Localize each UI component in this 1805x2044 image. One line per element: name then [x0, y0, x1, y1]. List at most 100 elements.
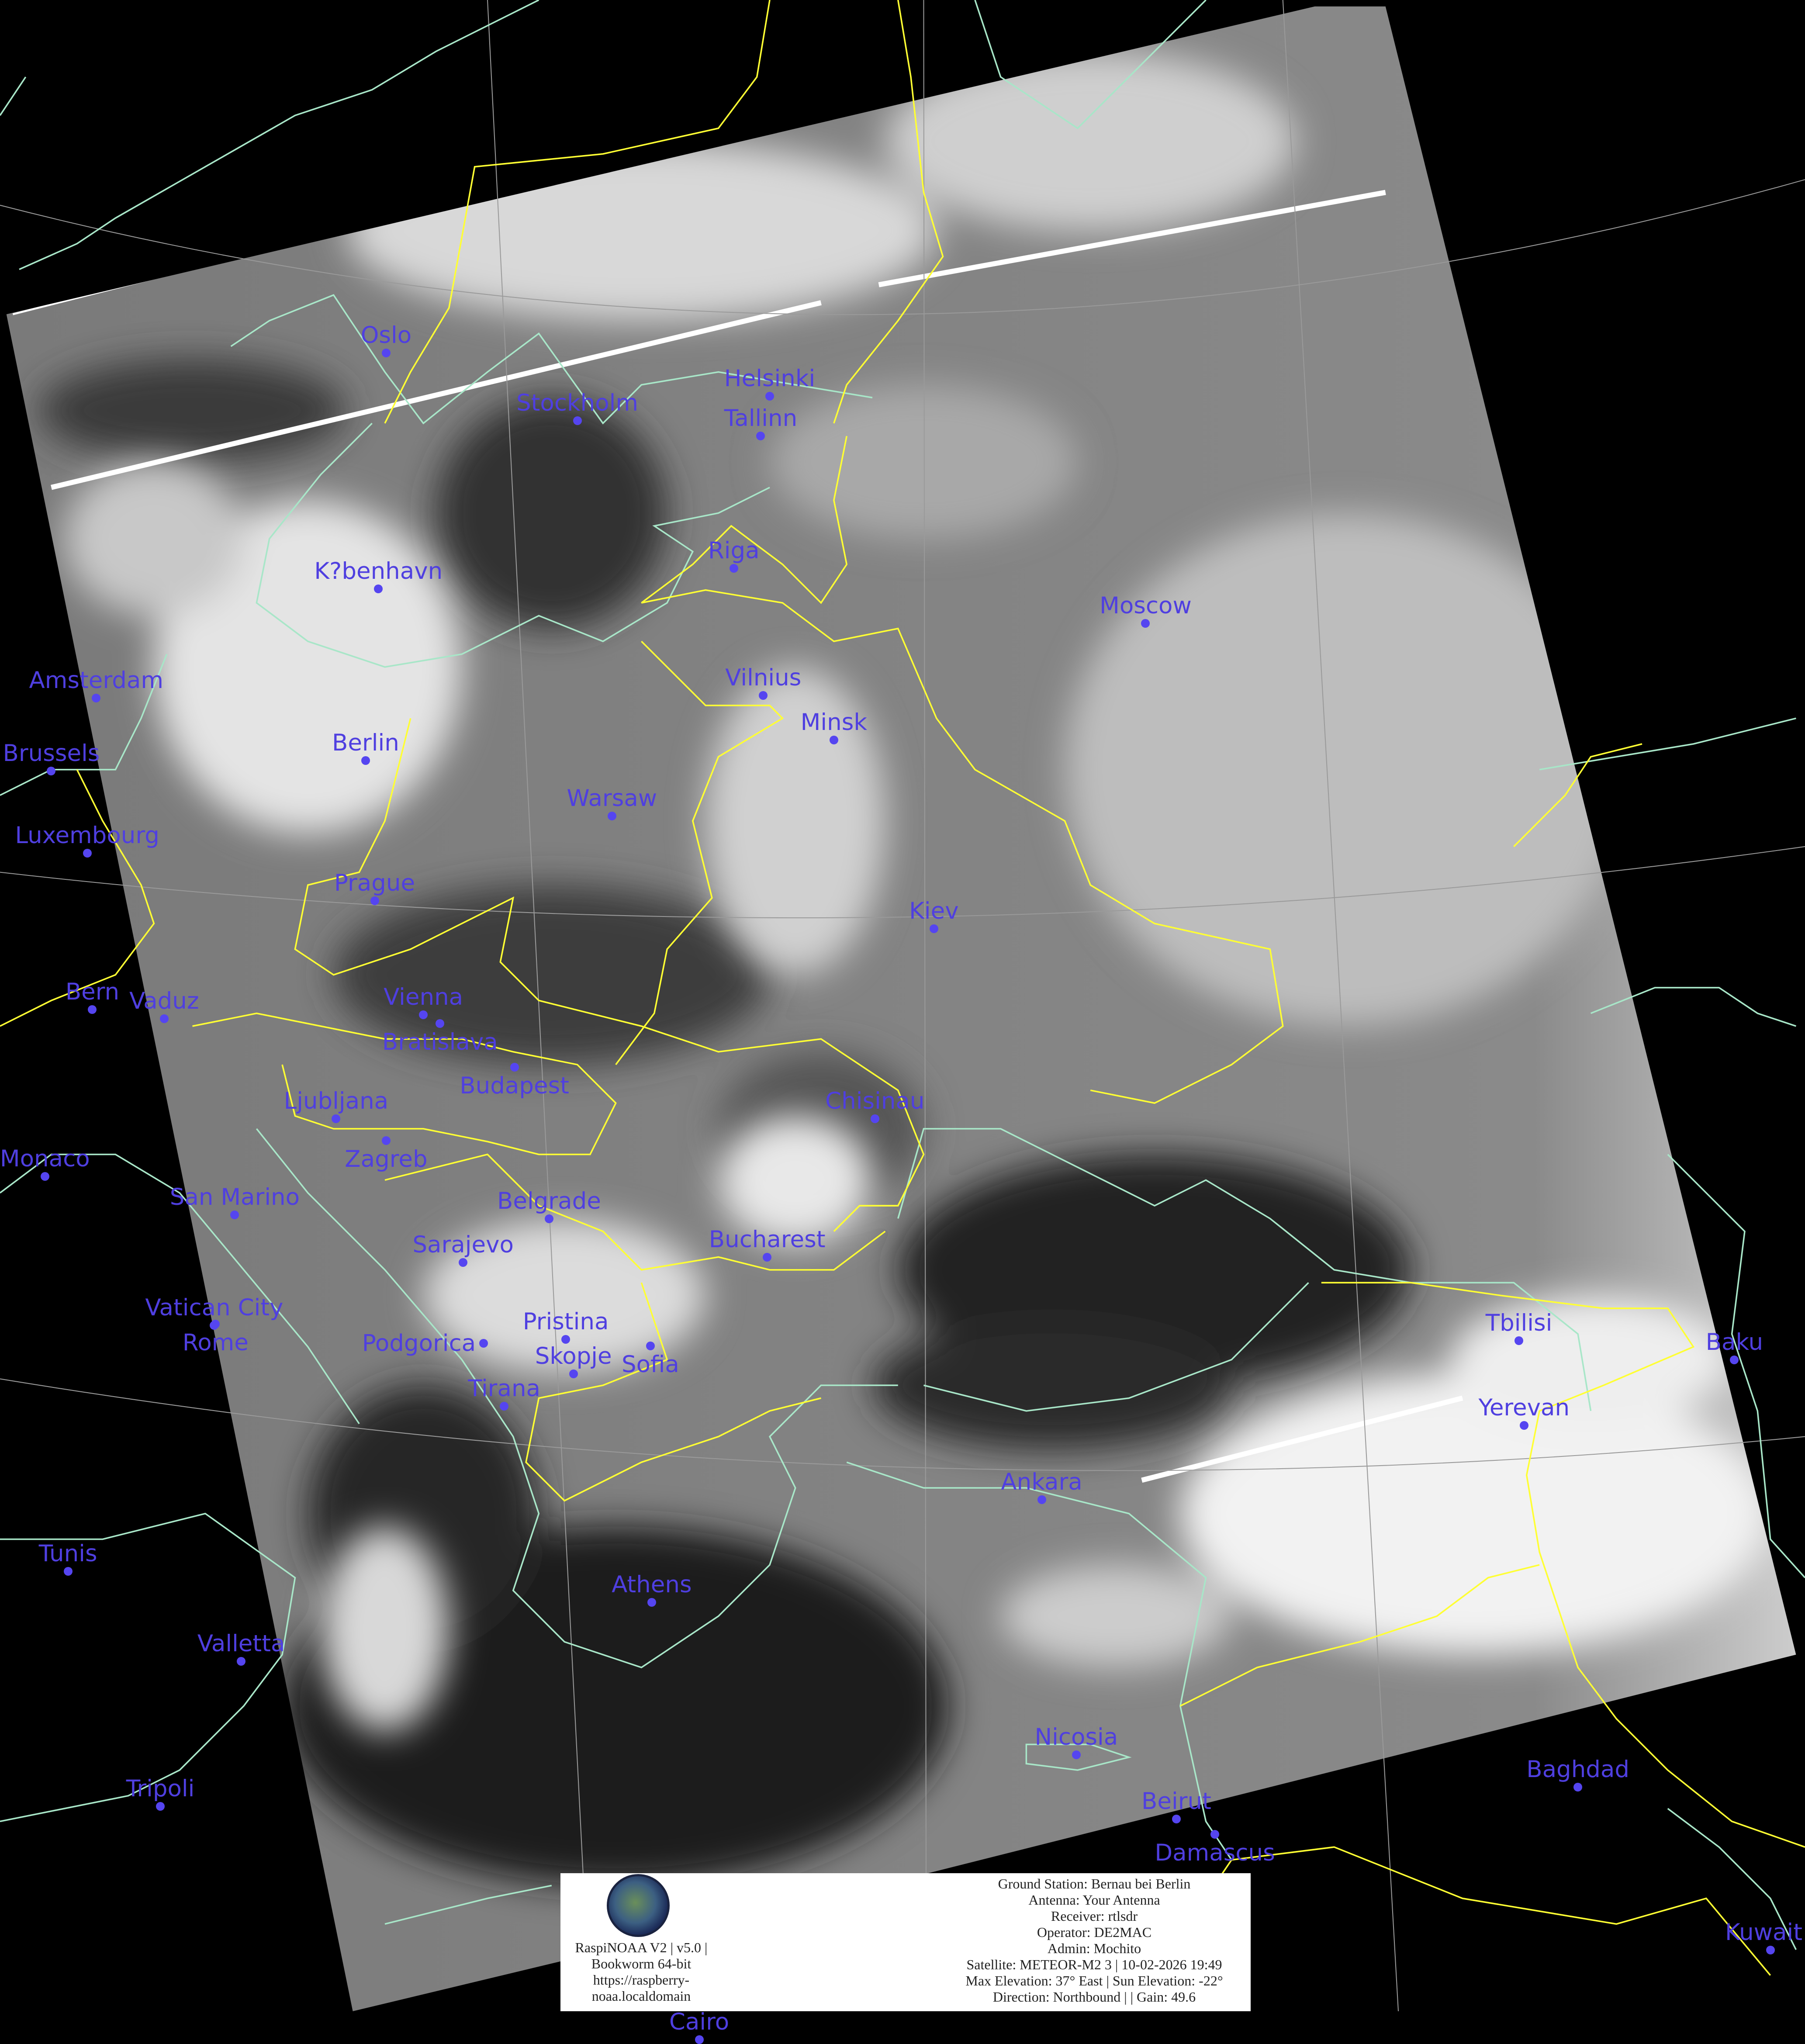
url-line-2: noaa.localdomain [591, 1988, 691, 2004]
city-label-vatican-city: Vatican City [145, 1294, 284, 1321]
city-dot-nicosia [1072, 1750, 1081, 1760]
city-dot-stockholm [573, 416, 582, 425]
city-label-skopje: Skopje [535, 1343, 612, 1370]
city-label-pristina: Pristina [522, 1308, 609, 1335]
city-label-riga: Riga [708, 537, 760, 564]
city-label-bucharest: Bucharest [709, 1226, 826, 1253]
receiver: Receiver: rtlsdr [1051, 1908, 1138, 1924]
city-label-nicosia: Nicosia [1034, 1724, 1118, 1751]
software-info: RaspiNOAA V2 | v5.0 | Bookworm 64-bit ht… [560, 1940, 722, 2004]
city-dot-warsaw [607, 811, 616, 820]
city-dot-beirut [1172, 1815, 1181, 1824]
city-dot-tirana [500, 1401, 509, 1411]
software-version: RaspiNOAA V2 | v5.0 | [575, 1940, 708, 1955]
city-label-oslo: Oslo [360, 322, 412, 349]
city-label-bratislava: Bratislava [382, 1029, 498, 1056]
city-label-k-benhavn: K?benhavn [314, 557, 443, 584]
city-label-monaco: Monaco [0, 1145, 90, 1172]
city-label-belgrade: Belgrade [497, 1187, 601, 1214]
city-label-minsk: Minsk [800, 709, 868, 736]
city-dot-tunis [63, 1567, 73, 1576]
city-dot-oslo [381, 348, 391, 357]
clouds [64, 51, 1770, 1732]
city-label-tunis: Tunis [38, 1540, 97, 1567]
city-dot-vaduz [159, 1014, 169, 1023]
satellite-time: Satellite: METEOR-M2 3 | 10-02-2026 19:4… [966, 1957, 1222, 1972]
city-label-san-marino: San Marino [169, 1184, 300, 1211]
city-dot-damascus [1210, 1830, 1220, 1839]
city-dot-moscow [1141, 619, 1150, 628]
pass-info: Ground Station: Bernau bei Berlin Antenn… [922, 1876, 1267, 2005]
signal-dropout-lines [12, 190, 1463, 1483]
city-dot-minsk [829, 736, 838, 745]
city-label-kuwait: Kuwait [1725, 1919, 1802, 1946]
city-dot-bucharest [763, 1252, 772, 1262]
city-dot-amsterdam [92, 693, 101, 702]
ground-station: Ground Station: Bernau bei Berlin [998, 1876, 1191, 1892]
city-dot-cairo [695, 2035, 704, 2044]
city-dot-kuwait [1766, 1945, 1775, 1954]
city-label-tbilisi: Tbilisi [1485, 1309, 1553, 1336]
city-dot-tripoli [156, 1802, 165, 1811]
city-label-tripoli: Tripoli [126, 1775, 195, 1802]
city-dot-podgorica [479, 1338, 488, 1348]
city-label-luxembourg: Luxembourg [15, 822, 159, 849]
city-label-vilnius: Vilnius [725, 664, 802, 691]
city-label-beirut: Beirut [1141, 1788, 1211, 1815]
city-label-yerevan: Yerevan [1478, 1394, 1570, 1421]
city-label-moscow: Moscow [1100, 592, 1192, 619]
city-dot-kiev [929, 924, 938, 934]
city-dot-zagreb [381, 1136, 391, 1145]
city-dot-k-benhavn [374, 584, 383, 593]
city-dot-vilnius [759, 691, 768, 700]
direction-gain: Direction: Northbound | | Gain: 49.6 [992, 1989, 1196, 2005]
os-version: Bookworm 64-bit [591, 1956, 692, 1971]
city-label-stockholm: Stockholm [516, 390, 639, 417]
city-label-tallinn: Tallinn [724, 405, 798, 432]
antenna: Antenna: Your Antenna [1028, 1892, 1160, 1908]
city-label-budapest: Budapest [460, 1072, 569, 1100]
city-label-prague: Prague [334, 869, 415, 896]
city-label-brussels: Brussels [3, 740, 100, 767]
city-dot-vienna [419, 1010, 428, 1019]
info-panel [560, 1873, 1251, 2011]
city-dot-budapest [510, 1063, 519, 1072]
city-label-helsinki: Helsinki [724, 365, 816, 392]
raspinoaa-logo [607, 1874, 670, 1937]
city-dot-pristina [561, 1335, 571, 1344]
city-label-ankara: Ankara [1001, 1469, 1082, 1495]
city-label-baku: Baku [1705, 1328, 1764, 1356]
city-label-rome: Rome [182, 1329, 249, 1356]
city-dot-bratislava [436, 1019, 445, 1028]
city-label-tirana: Tirana [468, 1375, 541, 1402]
city-dot-riga [729, 564, 738, 573]
elevation: Max Elevation: 37° East | Sun Elevation:… [965, 1973, 1223, 1989]
city-dot-prague [370, 896, 379, 905]
city-dot-yerevan [1519, 1421, 1528, 1430]
dark-areas [38, 359, 1411, 1886]
city-label-bern: Bern [65, 979, 120, 1006]
city-dot-valletta [237, 1657, 246, 1666]
city-dot-berlin [361, 756, 370, 765]
city-dot-tallinn [756, 432, 765, 441]
url-line-1: https://raspberry- [593, 1972, 690, 1988]
city-dot-belgrade [544, 1214, 553, 1223]
city-dot-brussels [47, 766, 56, 775]
city-dot-ankara [1037, 1495, 1046, 1504]
city-label-warsaw: Warsaw [567, 785, 657, 812]
city-dot-vatican-city [210, 1321, 219, 1330]
city-dot-skopje [569, 1370, 578, 1379]
city-label-cairo: Cairo [669, 2009, 730, 2036]
city-label-baghdad: Baghdad [1526, 1756, 1630, 1783]
city-dot-athens [647, 1598, 656, 1607]
city-dot-baghdad [1573, 1782, 1583, 1792]
city-label-ljubljana: Ljubljana [284, 1087, 389, 1114]
city-label-amsterdam: Amsterdam [29, 667, 164, 694]
city-dot-tbilisi [1515, 1336, 1524, 1345]
city-dot-chisinau [870, 1114, 879, 1123]
admin: Admin: Mochito [1047, 1940, 1141, 1956]
